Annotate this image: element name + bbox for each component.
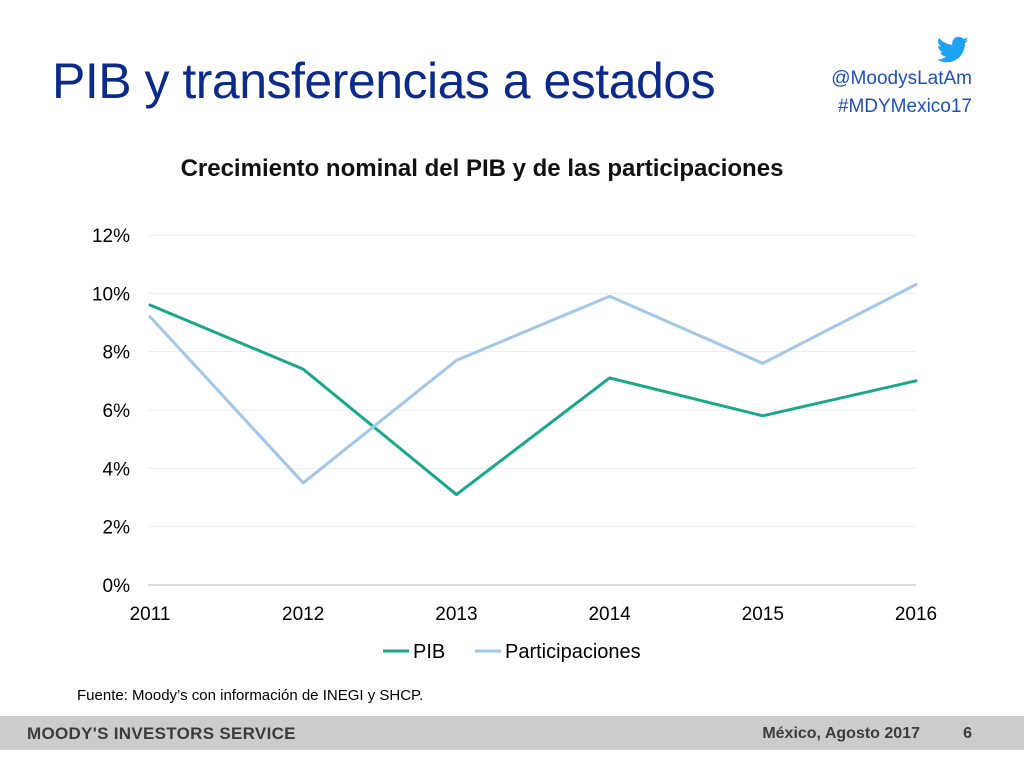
footer-bar [0,716,1024,750]
y-tick-label: 4% [103,459,131,480]
y-tick-label: 0% [103,576,131,597]
legend-label: PIB [413,641,445,663]
x-tick-label: 2013 [435,604,477,625]
footer-brand-logo: MOODY'S INVESTORS SERVICE [27,724,296,743]
x-tick-label: 2011 [130,604,171,625]
y-tick-label: 2% [103,518,131,539]
x-tick-label: 2014 [588,604,631,625]
y-tick-label: 12% [92,226,130,247]
page-number: 6 [963,725,972,742]
source-note: Fuente: Moody’s con información de INEGI… [77,687,424,704]
legend-label: Participaciones [505,641,641,663]
series-line-pib [148,303,918,497]
x-tick-label: 2012 [282,604,324,625]
line-chart: 0% 2% 4% 6% 8% 10% 12% 2011 2012 2013 2014 2015 2016… [92,226,937,663]
series-line-participaciones [148,283,918,485]
chart-title: Crecimiento nominal del PIB y de las par… [180,155,784,182]
x-tick-label: 2015 [742,604,784,625]
x-tick-label: 2016 [895,604,937,625]
twitter-handle-link[interactable]: @MoodysLatAm [831,68,972,89]
twitter-bird-icon [937,36,969,63]
y-tick-label: 8% [103,343,131,364]
y-tick-label: 10% [92,284,130,305]
y-tick-label: 6% [103,401,131,422]
hashtag-link[interactable]: #MDYMexico17 [837,96,972,117]
page-title: PIB y transferencias a estados [52,53,716,109]
footer-date: México, Agosto 2017 [762,725,920,742]
